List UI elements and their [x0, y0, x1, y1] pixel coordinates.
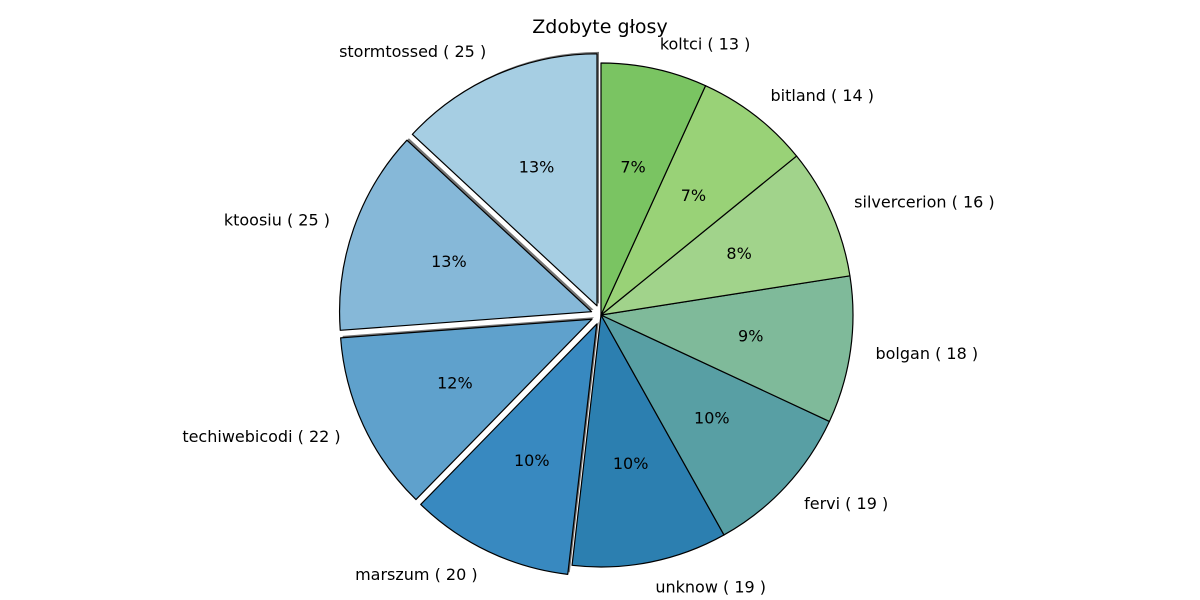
slice-percent-fervi: 10% — [694, 408, 730, 427]
pie-slice-unknow — [571, 314, 725, 568]
pie-slice-koltci — [600, 62, 707, 316]
pie-labels: stormtossed ( 25 ) 13% ktoosiu ( 25 ) 13% te… — [182, 35, 994, 597]
slice-label-techiwebicodi: techiwebicodi ( 22 ) — [182, 427, 340, 446]
pie-slice-marszum — [420, 323, 598, 575]
slice-percent-bitland: 7% — [681, 186, 706, 205]
slice-percent-techiwebicodi: 12% — [437, 374, 473, 393]
slice-label-silvercerion: silvercerion ( 16 ) — [854, 193, 994, 212]
slice-label-marszum: marszum ( 20 ) — [355, 565, 478, 584]
slice-label-bitland: bitland ( 14 ) — [771, 86, 875, 105]
slice-percent-bolgan: 9% — [738, 327, 763, 346]
slice-percent-silvercerion: 8% — [726, 244, 751, 263]
slice-label-fervi: fervi ( 19 ) — [804, 494, 888, 513]
slice-percent-stormtossed: 13% — [519, 158, 555, 177]
slice-percent-koltci: 7% — [620, 158, 645, 177]
slice-label-bolgan: bolgan ( 18 ) — [875, 344, 978, 363]
slice-label-stormtossed: stormtossed ( 25 ) — [339, 42, 486, 61]
slice-label-ktoosiu: ktoosiu ( 25 ) — [224, 210, 330, 229]
pie-slice-techiwebicodi — [340, 318, 593, 501]
slice-label-unknow: unknow ( 19 ) — [655, 577, 766, 596]
slice-percent-ktoosiu: 13% — [431, 252, 467, 271]
pie-slices — [339, 51, 854, 575]
slice-label-koltci: koltci ( 13 ) — [660, 35, 751, 54]
slice-percent-unknow: 10% — [613, 454, 649, 473]
pie-slice-fervi — [600, 314, 831, 536]
pie-slice-stormtossed — [411, 53, 598, 307]
pie-slice-bolgan — [600, 275, 854, 422]
slice-percent-marszum: 10% — [514, 451, 550, 470]
pie-slice-ktoosiu — [339, 139, 593, 331]
chart-title: Zdobyte głosy — [532, 16, 667, 38]
pie-slice-bitland — [600, 85, 798, 316]
pie-slice-silvercerion — [600, 155, 851, 316]
